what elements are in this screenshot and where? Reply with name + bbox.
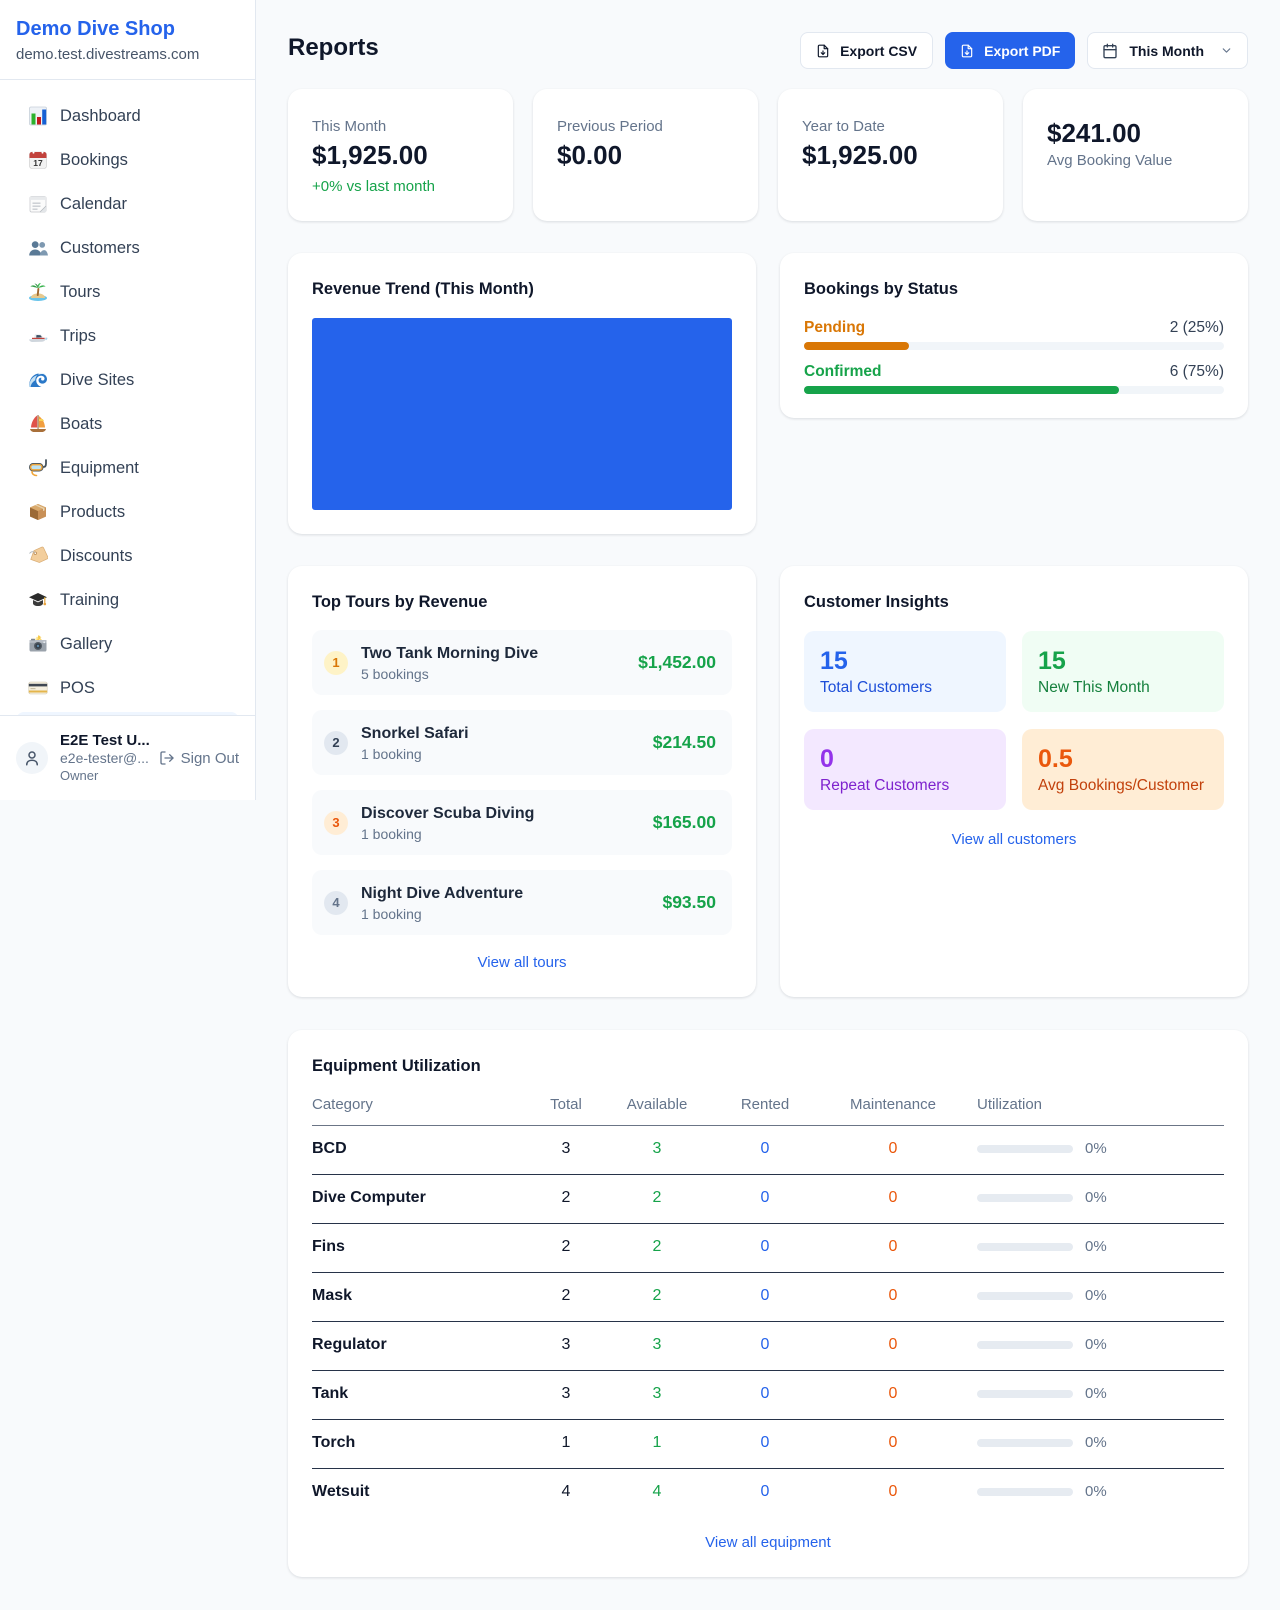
svg-text:17: 17 <box>33 158 43 168</box>
